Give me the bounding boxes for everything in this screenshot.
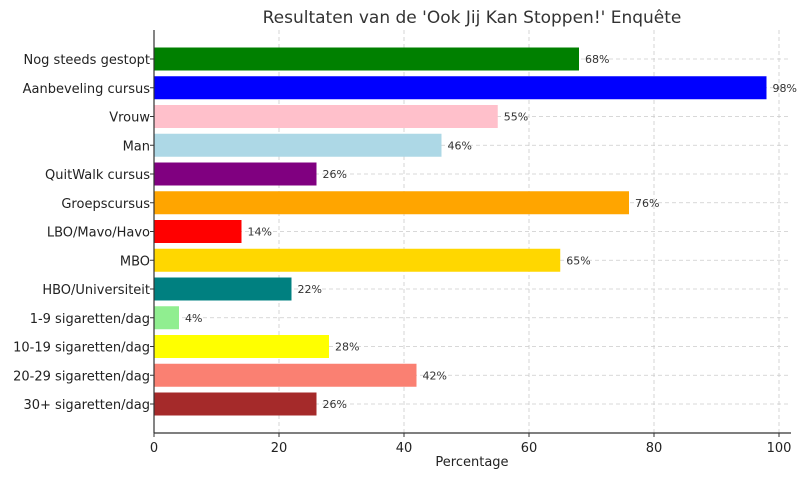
x-tick-label: 60 <box>521 441 538 456</box>
y-tick-label: QuitWalk cursus <box>45 168 150 183</box>
y-tick-label: LBO/Mavo/Havo <box>47 226 150 241</box>
bar <box>154 76 767 100</box>
y-tick-label: Aanbeveling cursus <box>23 82 151 97</box>
data-label: 65% <box>566 254 590 267</box>
data-label: 22% <box>298 283 322 296</box>
bar <box>154 162 317 186</box>
bar <box>154 277 292 301</box>
y-tick-label: Man <box>123 139 150 154</box>
data-label: 55% <box>504 111 528 124</box>
y-tick-label: 1-9 sigaretten/dag <box>30 312 150 327</box>
bar <box>154 47 579 71</box>
x-tick-label: 20 <box>271 441 288 456</box>
y-tick-label: MBO <box>120 254 150 269</box>
y-tick-label: Groepscursus <box>61 197 150 212</box>
data-label: 46% <box>448 139 472 152</box>
y-tick-label: Vrouw <box>109 111 150 126</box>
y-tick-label: HBO/Universiteit <box>42 283 150 298</box>
data-label: 42% <box>423 369 447 382</box>
data-label: 98% <box>773 82 797 95</box>
bar <box>154 133 442 157</box>
y-tick-label: 10-19 sigaretten/dag <box>13 341 150 356</box>
x-axis-label: Percentage <box>435 455 508 470</box>
bar <box>154 363 417 387</box>
bar <box>154 306 179 330</box>
data-label: 4% <box>185 312 202 325</box>
bar <box>154 105 498 128</box>
y-tick-label: 20-29 sigaretten/dag <box>13 369 150 384</box>
data-label: 28% <box>335 341 359 354</box>
data-label: 26% <box>323 168 347 181</box>
bar <box>154 191 629 215</box>
bar <box>154 220 242 243</box>
y-tick-label: 30+ sigaretten/dag <box>23 398 150 413</box>
x-tick-label: 40 <box>396 441 413 456</box>
bar <box>154 335 329 358</box>
bar <box>154 248 561 272</box>
chart-title: Resultaten van de 'Ook Jij Kan Stoppen!'… <box>263 8 682 28</box>
bar <box>154 392 317 416</box>
data-label: 68% <box>585 53 609 66</box>
data-label: 76% <box>635 197 659 210</box>
y-tick-label: Nog steeds gestopt <box>23 53 150 68</box>
x-tick-label: 100 <box>767 441 792 456</box>
data-label: 26% <box>323 398 347 411</box>
data-label: 14% <box>248 226 272 239</box>
x-tick-label: 0 <box>150 441 158 456</box>
x-tick-label: 80 <box>646 441 663 456</box>
